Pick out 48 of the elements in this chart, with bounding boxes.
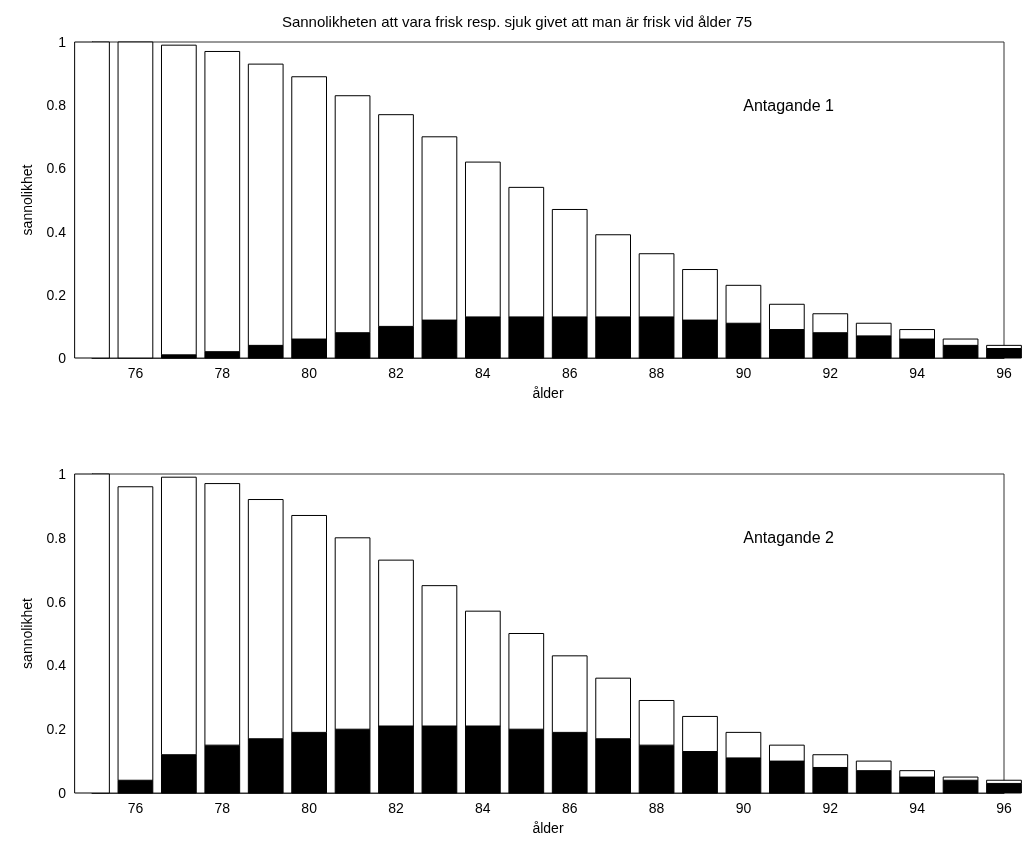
y-axis-title: sannolikhet [19, 597, 35, 669]
bar [74, 473, 110, 794]
bar [74, 41, 110, 359]
x-tick-label: 84 [475, 365, 491, 381]
x-tick-label: 92 [822, 365, 839, 381]
x-tick-label: 80 [301, 365, 318, 381]
x-tick-label: 76 [127, 365, 144, 381]
y-tick-label: 0.2 [46, 286, 67, 303]
x-tick-label: 90 [735, 800, 752, 816]
x-tick-label: 96 [996, 800, 1012, 816]
x-tick-label: 94 [909, 800, 926, 816]
y-tick-label: 0.4 [46, 657, 67, 674]
y-axis-title: sannolikhet [19, 164, 35, 236]
annotation: Antagande 2 [743, 528, 835, 546]
x-tick-label: 78 [214, 800, 231, 816]
x-tick-label: 86 [561, 800, 578, 816]
bar [160, 44, 197, 356]
annotation: Antagande 1 [743, 96, 835, 114]
y-tick-label: 0.6 [46, 160, 67, 177]
x-tick-label: 78 [214, 365, 231, 381]
x-tick-label: 84 [475, 800, 491, 816]
y-tick-label: 0.2 [46, 721, 67, 738]
y-tick-label: 1 [58, 34, 67, 50]
y-tick-label: 0.8 [46, 97, 67, 114]
x-tick-label: 88 [648, 365, 665, 381]
bar [117, 41, 154, 359]
chart-title: Sannolikheten att vara frisk resp. sjuk givet att man är frisk vid ålder 75 [281, 13, 753, 30]
y-tick-label: 0.8 [46, 529, 67, 546]
x-tick-label: 76 [127, 800, 144, 816]
x-tick-label: 90 [735, 365, 752, 381]
bar [986, 782, 1022, 794]
x-axis-title: ålder [532, 385, 564, 401]
y-tick-label: 0.6 [46, 593, 67, 610]
y-tick-label: 0 [58, 350, 67, 366]
y-tick-label: 0 [58, 785, 67, 801]
x-tick-label: 96 [996, 365, 1012, 381]
x-tick-label: 94 [909, 365, 926, 381]
bar [986, 348, 1022, 359]
x-tick-label: 92 [822, 800, 839, 816]
x-tick-label: 82 [388, 800, 404, 816]
y-tick-label: 1 [58, 466, 67, 482]
x-axis-title: ålder [532, 820, 564, 836]
x-tick-label: 80 [301, 800, 318, 816]
x-tick-label: 88 [648, 800, 665, 816]
x-tick-label: 86 [561, 365, 578, 381]
bar [942, 779, 979, 794]
x-tick-label: 82 [388, 365, 404, 381]
y-tick-label: 0.4 [46, 223, 67, 240]
